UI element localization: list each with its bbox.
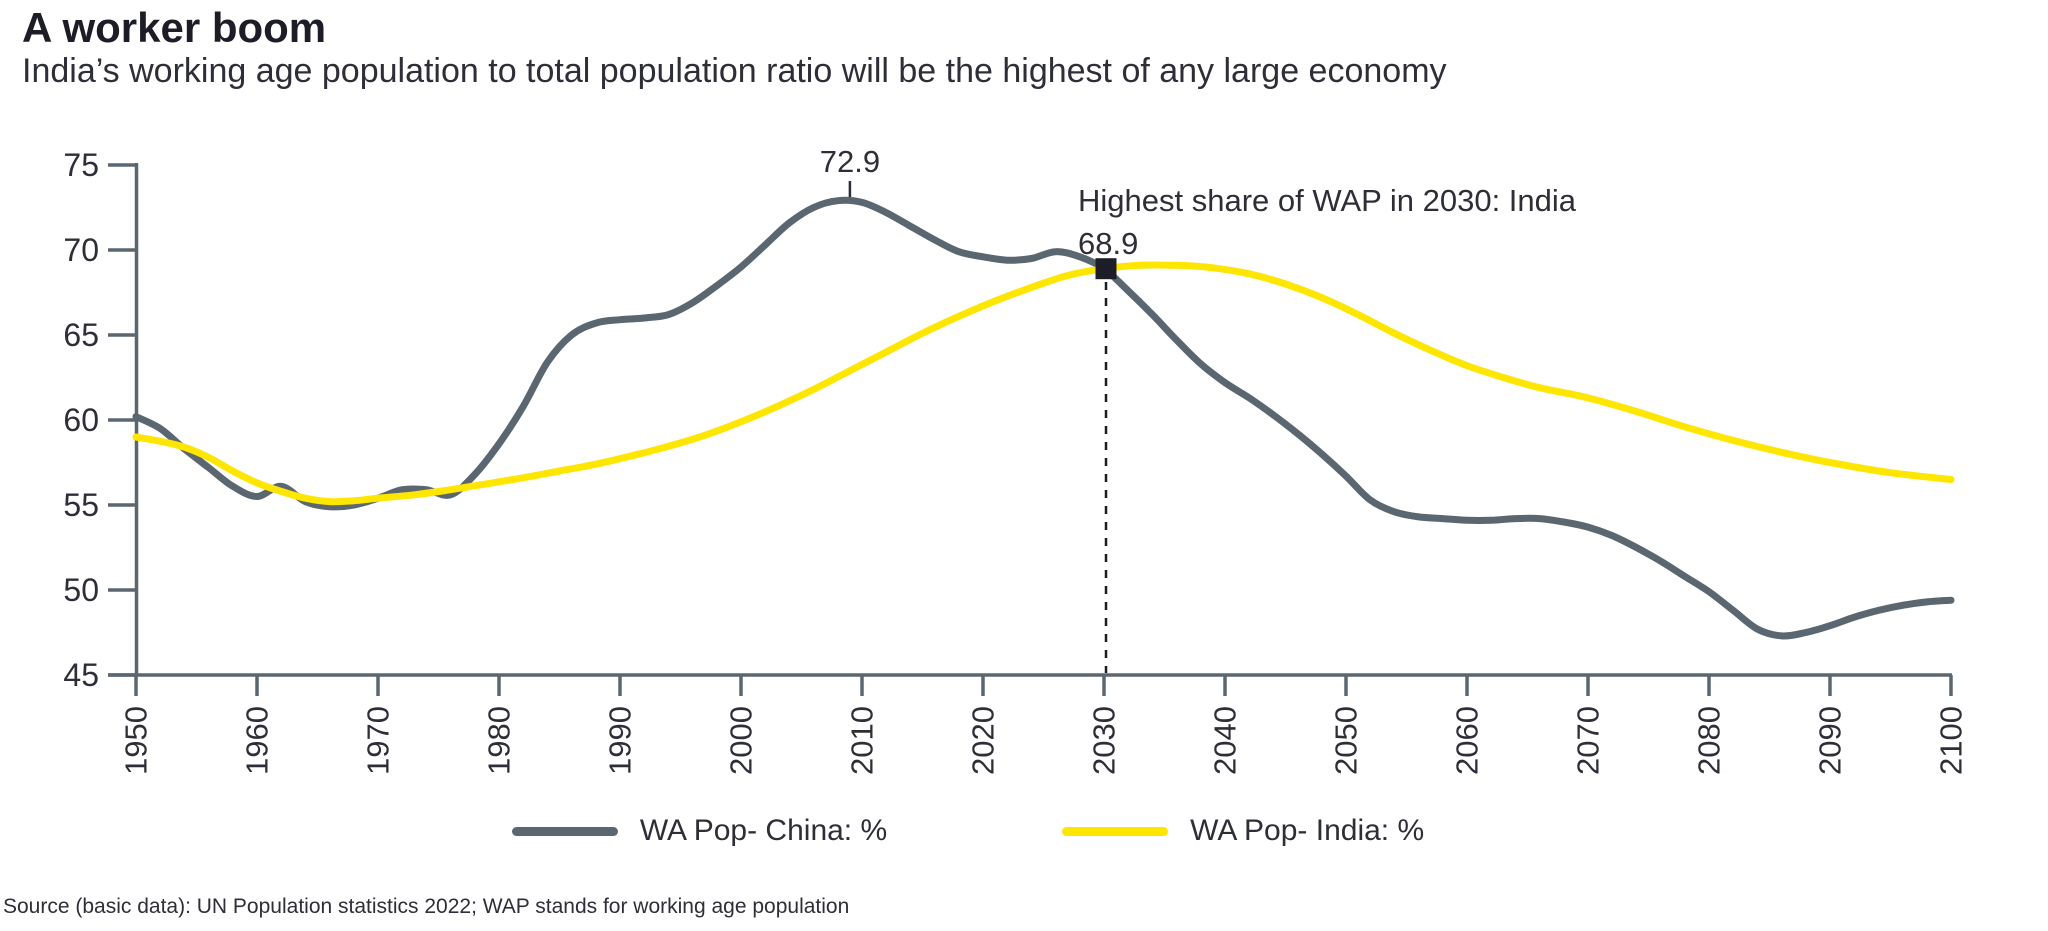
y-tick-label: 50	[63, 572, 99, 608]
y-tick-label: 45	[63, 657, 99, 693]
x-tick-label: 2020	[966, 706, 1001, 775]
x-tick-label: 1990	[603, 706, 638, 775]
x-tick-label: 2070	[1571, 706, 1606, 775]
wap-2030-annotation-text: Highest share of WAP in 2030: India	[1078, 183, 1577, 218]
wap-2030-marker-square	[1095, 258, 1117, 280]
y-tick-label: 75	[63, 147, 99, 183]
x-tick-label: 2000	[724, 706, 759, 775]
x-tick-label: 2090	[1813, 706, 1848, 775]
y-tick-label: 55	[63, 487, 99, 523]
y-tick-label: 60	[63, 402, 99, 438]
x-tick-label: 2040	[1208, 706, 1243, 775]
x-tick-label: 2060	[1450, 706, 1485, 775]
x-tick-label: 1950	[119, 706, 154, 775]
x-tick-label: 2080	[1692, 706, 1727, 775]
india-line-swatch	[1062, 826, 1169, 836]
page-title: A worker boom	[22, 4, 327, 51]
legend-label-china: WA Pop- China: %	[639, 814, 888, 847]
chart-legend: WA Pop- China: % WA Pop- India: %	[0, 814, 2048, 848]
x-tick-label: 2050	[1329, 706, 1364, 775]
india-series-line	[132, 261, 1955, 506]
x-tick-label: 1970	[361, 706, 396, 775]
x-tick-label: 2100	[1934, 706, 1969, 775]
china-series-line	[132, 196, 1955, 640]
x-tick-label: 2010	[845, 706, 880, 775]
x-tick-label: 1960	[240, 706, 275, 775]
legend-label-india: WA Pop- India: %	[1190, 814, 1425, 847]
legend-item-china: WA Pop- China: %	[511, 814, 888, 848]
source-note: Source (basic data): UN Population stati…	[3, 895, 850, 918]
x-tick-label: 2030	[1087, 706, 1122, 775]
page-subtitle: India’s working age population to total …	[22, 52, 1447, 90]
y-tick-label: 70	[63, 232, 99, 268]
line-chart: 45 50 55 60 65 70 75 1950 1960 1970 1980 1990 2000 20…	[63, 144, 1969, 775]
legend-item-india: WA Pop- India: %	[1062, 814, 1424, 848]
china-peak-value-label: 72.9	[820, 144, 880, 179]
y-tick-label: 65	[63, 317, 99, 353]
wap-2030-value-label: 68.9	[1078, 226, 1138, 261]
x-tick-label: 1980	[482, 706, 517, 775]
china-line-swatch	[511, 826, 618, 836]
